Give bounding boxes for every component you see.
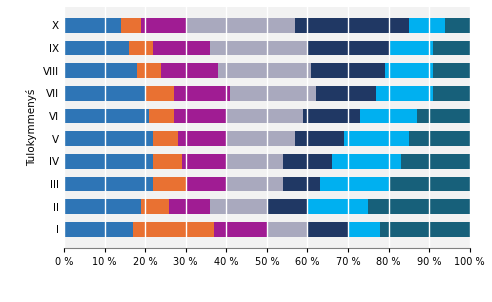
- Bar: [137, 63, 161, 78]
- Bar: [283, 177, 320, 191]
- Bar: [64, 154, 153, 169]
- Bar: [153, 154, 182, 169]
- Bar: [182, 154, 226, 169]
- Bar: [304, 109, 360, 123]
- Bar: [153, 177, 185, 191]
- Bar: [445, 18, 470, 33]
- Bar: [433, 63, 470, 78]
- Bar: [129, 40, 153, 55]
- Bar: [295, 18, 409, 33]
- Bar: [161, 63, 218, 78]
- Bar: [320, 177, 389, 191]
- Bar: [64, 18, 121, 33]
- Bar: [311, 63, 385, 78]
- Bar: [401, 154, 470, 169]
- Bar: [348, 222, 380, 237]
- Bar: [295, 131, 344, 146]
- Bar: [380, 222, 470, 237]
- Bar: [174, 86, 230, 101]
- Bar: [141, 199, 169, 214]
- Bar: [267, 222, 308, 237]
- Bar: [141, 18, 185, 33]
- Bar: [332, 154, 401, 169]
- Y-axis label: Tulokymmenyś: Tulokymmenyś: [27, 88, 37, 166]
- Bar: [174, 109, 226, 123]
- Bar: [64, 86, 145, 101]
- Bar: [185, 18, 295, 33]
- Bar: [409, 131, 470, 146]
- Bar: [153, 131, 178, 146]
- Bar: [283, 154, 332, 169]
- Bar: [210, 40, 308, 55]
- Bar: [64, 199, 141, 214]
- Bar: [64, 40, 129, 55]
- Bar: [226, 154, 283, 169]
- Bar: [169, 199, 210, 214]
- Bar: [133, 222, 214, 237]
- Bar: [64, 177, 153, 191]
- Bar: [64, 109, 149, 123]
- Bar: [409, 18, 445, 33]
- Bar: [433, 86, 470, 101]
- Bar: [64, 63, 137, 78]
- Bar: [185, 177, 226, 191]
- Bar: [64, 222, 133, 237]
- Bar: [145, 86, 174, 101]
- Bar: [178, 131, 226, 146]
- Bar: [149, 109, 174, 123]
- Bar: [226, 131, 295, 146]
- Bar: [308, 222, 348, 237]
- Bar: [344, 131, 409, 146]
- Bar: [121, 18, 141, 33]
- Bar: [218, 63, 311, 78]
- Bar: [226, 177, 283, 191]
- Bar: [360, 109, 417, 123]
- Bar: [389, 40, 433, 55]
- Bar: [385, 63, 433, 78]
- Bar: [210, 199, 267, 214]
- Bar: [369, 199, 470, 214]
- Bar: [389, 177, 470, 191]
- Bar: [308, 199, 369, 214]
- Bar: [417, 109, 470, 123]
- Bar: [153, 40, 210, 55]
- Bar: [226, 109, 304, 123]
- Bar: [267, 199, 308, 214]
- Bar: [376, 86, 433, 101]
- Bar: [64, 131, 153, 146]
- Bar: [433, 40, 470, 55]
- Bar: [230, 86, 315, 101]
- Bar: [308, 40, 389, 55]
- Bar: [214, 222, 267, 237]
- Bar: [315, 86, 376, 101]
